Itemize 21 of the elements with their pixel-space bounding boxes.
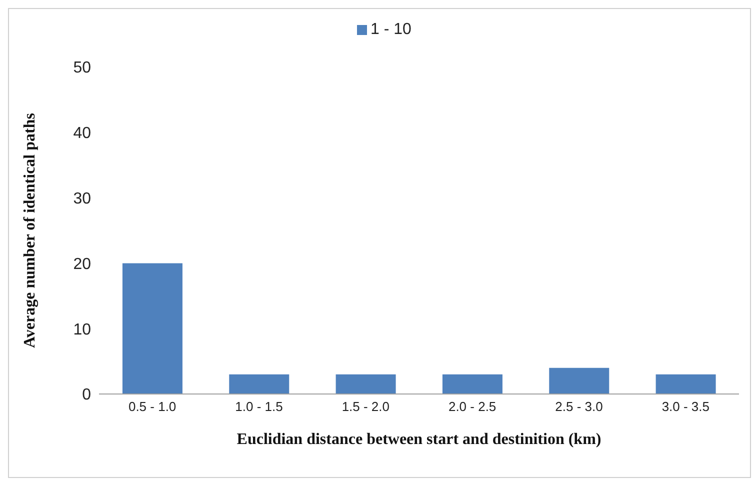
x-tick-label: 2.5 - 3.0 — [555, 399, 603, 414]
x-tick-label: 3.0 - 3.5 — [662, 399, 710, 414]
legend-label: 1 - 10 — [370, 21, 412, 38]
bar — [549, 368, 610, 394]
bar — [442, 374, 502, 394]
x-tick-label: 0.5 - 1.0 — [128, 399, 176, 414]
bar — [656, 374, 716, 394]
bar — [336, 374, 396, 394]
y-tick-label: 0 — [82, 386, 92, 404]
bar — [229, 374, 290, 394]
x-tick-label: 2.0 - 2.5 — [448, 399, 496, 414]
y-axis-title: Average number of identical paths — [22, 113, 39, 348]
y-tick-label: 20 — [73, 256, 92, 273]
y-tick-label: 50 — [73, 60, 92, 77]
x-tick-label: 1.0 - 1.5 — [235, 399, 283, 414]
bar — [122, 263, 182, 394]
y-tick-label: 30 — [73, 190, 92, 208]
y-tick-label: 40 — [73, 125, 92, 142]
x-axis-title: Euclidian distance between start and destinition (km) — [236, 431, 602, 448]
y-tick-label: 10 — [73, 321, 92, 338]
x-tick-label: 1.5 - 2.0 — [342, 399, 390, 414]
